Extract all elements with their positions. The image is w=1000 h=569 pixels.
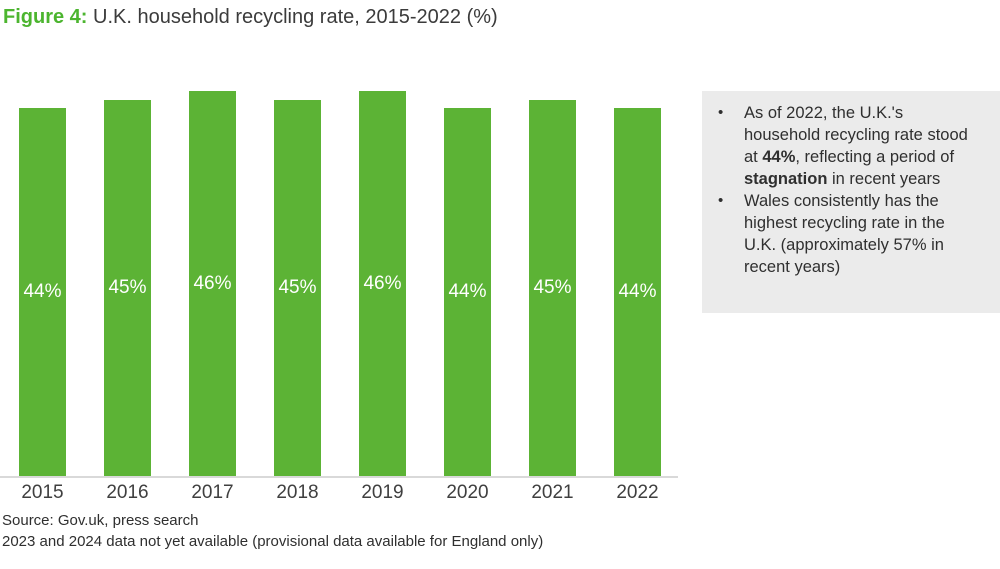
x-axis-label-2019: 2019	[361, 482, 404, 503]
bar-2021: 45%	[529, 100, 576, 476]
bar-2022: 44%	[614, 108, 661, 476]
x-axis-label-2018: 2018	[276, 482, 319, 503]
x-axis-label-2017: 2017	[191, 482, 234, 503]
bar-value-label: 45%	[533, 277, 572, 298]
bar-value-label: 45%	[278, 277, 317, 298]
sidebar-bullet-list: • As of 2022, the U.K.'s household recycl…	[702, 102, 986, 278]
bar-value-label: 45%	[108, 277, 147, 298]
x-axis-label-2022: 2022	[616, 482, 659, 503]
figure-title: Figure 4: U.K. household recycling rate,…	[3, 5, 498, 29]
bar-2019: 46%	[359, 91, 406, 476]
source-line: Source: Gov.uk, press search	[2, 512, 199, 529]
sidebar-callout-box: • As of 2022, the U.K.'s household recycl…	[702, 91, 1000, 313]
bullet-item: • As of 2022, the U.K.'s household recycl…	[702, 102, 986, 190]
bar-2018: 45%	[274, 100, 321, 476]
figure-title-text: U.K. household recycling rate, 2015-2022…	[87, 6, 498, 28]
x-axis-line	[0, 476, 678, 478]
availability-note: 2023 and 2024 data not yet available (pr…	[2, 533, 544, 550]
bar-2020: 44%	[444, 108, 491, 476]
bar-value-label: 44%	[23, 281, 62, 302]
bar-value-label: 44%	[618, 281, 657, 302]
bar-value-label: 46%	[363, 272, 402, 294]
x-axis-label-2016: 2016	[106, 482, 149, 503]
bar-2015: 44%	[19, 108, 66, 476]
source-note: Source: Gov.uk, press search 2023 and 20…	[2, 510, 543, 552]
bar-value-label: 46%	[193, 272, 232, 294]
bullet-dot: •	[718, 192, 724, 209]
bullet-item: • Wales consistently has the highest recy…	[702, 190, 986, 278]
bar-chart: 44% 2015 45% 2016 46% 2017 45% 2018 46% 2019 44% 20…	[0, 85, 678, 515]
bar-value-label: 44%	[448, 281, 487, 302]
x-axis-label-2015: 2015	[21, 482, 64, 503]
bullet-text: As of 2022, the U.K.'s household recycli…	[744, 104, 968, 188]
x-axis-label-2021: 2021	[531, 482, 574, 503]
x-axis-label-2020: 2020	[446, 482, 489, 503]
bar-2017: 46%	[189, 91, 236, 476]
bullet-text: Wales consistently has the highest recyc…	[744, 192, 945, 276]
bar-2016: 45%	[104, 100, 151, 476]
bullet-dot: •	[718, 104, 724, 121]
figure-title-prefix: Figure 4:	[3, 6, 88, 28]
